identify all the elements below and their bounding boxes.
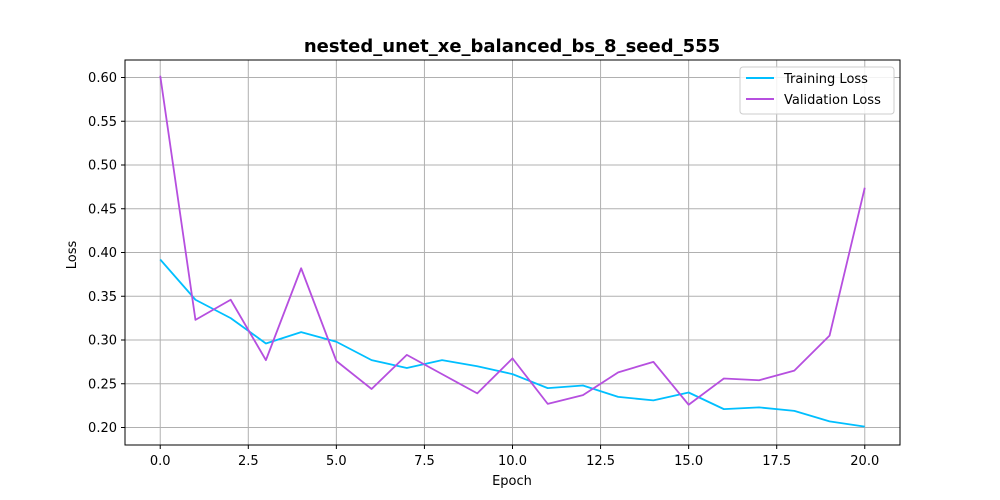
x-tick-label: 0.0 (150, 454, 171, 469)
x-tick-label: 5.0 (326, 454, 347, 469)
x-tick-label: 20.0 (850, 454, 879, 469)
y-tick-label: 0.20 (88, 421, 117, 436)
y-tick-label: 0.25 (88, 377, 117, 392)
y-tick-label: 0.60 (88, 71, 117, 86)
x-tick-label: 2.5 (238, 454, 259, 469)
y-axis-label: Loss (65, 241, 80, 270)
legend-label-validation-loss: Validation Loss (784, 93, 881, 108)
x-tick-label: 7.5 (414, 454, 435, 469)
series-line-validation-loss (159, 75, 866, 406)
y-tick-label: 0.40 (88, 246, 117, 261)
axis-ticks: 0.0 2.5 5.0 7.5 10.0 12.5 15.0 17.5 20.0 0.20 0.25… (88, 71, 879, 469)
y-tick-label: 0.35 (88, 290, 117, 305)
y-tick-label: 0.30 (88, 334, 117, 349)
chart-title: nested_unet_xe_balanced_bs_8_seed_555 (304, 36, 720, 57)
x-tick-label: 10.0 (498, 454, 527, 469)
y-tick-label: 0.55 (88, 115, 117, 130)
x-tick-label: 15.0 (674, 454, 703, 469)
legend-box (739, 66, 895, 115)
grid (125, 60, 900, 445)
y-tick-label: 0.50 (88, 159, 117, 174)
x-axis-label: Epoch (492, 474, 532, 489)
legend: Training Loss Validation Loss (739, 66, 895, 115)
y-tick-label: 0.45 (88, 202, 117, 217)
legend-label-training-loss: Training Loss (783, 72, 868, 87)
x-tick-label: 12.5 (586, 454, 615, 469)
x-tick-label: 17.5 (762, 454, 791, 469)
series-layer (159, 75, 866, 428)
series-line-training-loss (159, 258, 865, 428)
